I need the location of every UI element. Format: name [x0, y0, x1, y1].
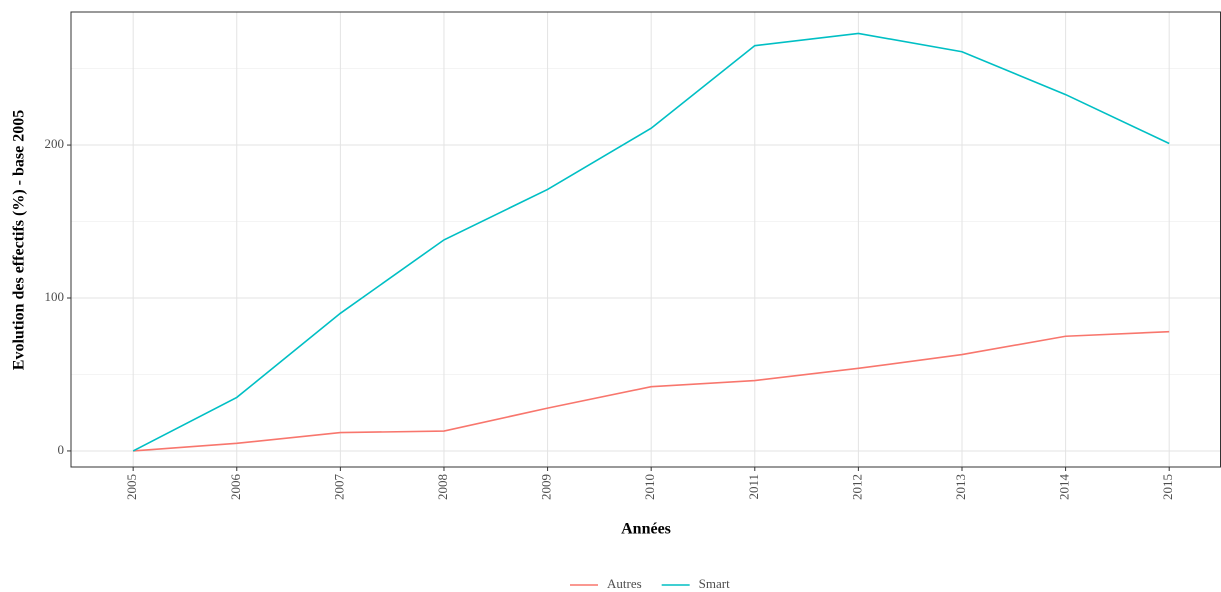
legend-label: Smart — [699, 576, 730, 591]
y-tick-label: 100 — [45, 289, 65, 304]
y-axis-title: Evolution des effectifs (%) - base 2005 — [11, 110, 28, 370]
legend-label: Autres — [607, 576, 642, 591]
x-tick-label: 2011 — [746, 474, 761, 500]
legend: Autres Smart — [570, 576, 730, 591]
x-axis-title: Années — [621, 521, 671, 538]
x-tick-label: 2005 — [124, 474, 139, 500]
line — [132, 32, 1170, 452]
y-tick-label: 0 — [58, 442, 65, 457]
x-tick-label: 2006 — [228, 474, 243, 501]
x-tick-label: 2015 — [1160, 474, 1175, 500]
plot-border — [70, 11, 1221, 468]
x-tick-label: 2009 — [539, 474, 554, 500]
x-tick-label: 2012 — [849, 474, 864, 500]
x-tick-label: 2008 — [435, 474, 450, 500]
x-tick-label: 2007 — [331, 474, 346, 501]
y-tick-label: 200 — [45, 136, 65, 151]
x-tick-label: 2013 — [953, 474, 968, 500]
x-tick-label: 2014 — [1057, 474, 1072, 501]
x-tick-label: 2010 — [642, 474, 657, 500]
line — [133, 330, 1170, 452]
